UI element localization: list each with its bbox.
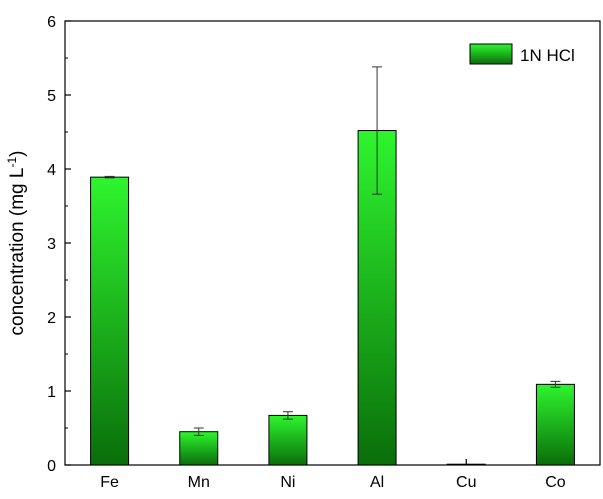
- legend-label: 1N HCl: [520, 46, 575, 65]
- error-bars: [104, 66, 561, 436]
- y-axis-label: concentration (mg L-1): [5, 151, 28, 336]
- x-tick-label: Co: [545, 474, 566, 491]
- y-axis-label-base: concentration (mg L: [7, 168, 28, 336]
- plot-border: [64, 20, 601, 466]
- legend: 1N HCl: [469, 43, 575, 65]
- x-tick-label: Cu: [456, 474, 476, 491]
- y-axis-label-superscript: -1: [5, 157, 19, 168]
- x-tick-label: Al: [370, 474, 384, 491]
- bar: [90, 176, 130, 466]
- x-tick-label: Ni: [280, 474, 295, 491]
- bar: [535, 383, 575, 466]
- plot-frame: [64, 20, 601, 466]
- y-axis-ticks: 0 1 2 3 4 5 6: [47, 14, 71, 475]
- x-axis-ticks: Fe Mn Ni Al Cu Co: [100, 459, 566, 491]
- y-axis-label-close: ): [7, 151, 28, 157]
- y-tick-label: 5: [47, 88, 56, 105]
- x-tick-label: Fe: [100, 474, 119, 491]
- y-tick-label: 6: [47, 14, 56, 31]
- y-tick-label: 4: [47, 162, 56, 179]
- y-tick-label: 3: [47, 236, 56, 253]
- y-tick-label: 0: [47, 458, 56, 475]
- bar: [268, 414, 308, 466]
- bar: [446, 463, 486, 466]
- y-tick-label: 1: [47, 384, 56, 401]
- legend-swatch: [469, 43, 513, 65]
- y-tick-label: 2: [47, 310, 56, 327]
- x-tick-label: Mn: [188, 474, 210, 491]
- bar: [179, 431, 219, 466]
- bars: [90, 130, 575, 466]
